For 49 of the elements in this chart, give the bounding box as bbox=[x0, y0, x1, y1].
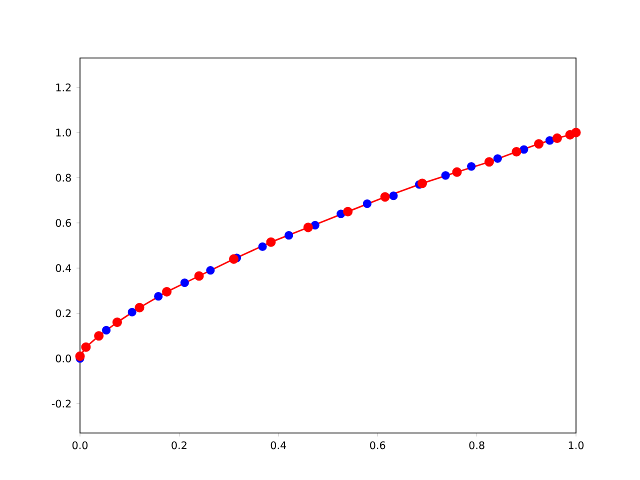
x-tick-label: 0.8 bbox=[469, 441, 484, 450]
point bbox=[343, 206, 353, 216]
point bbox=[102, 326, 111, 335]
y-tick-label: 0.8 bbox=[56, 174, 71, 182]
x-tick-label: 0.4 bbox=[270, 441, 286, 450]
point bbox=[441, 171, 450, 180]
point bbox=[162, 287, 172, 297]
point bbox=[484, 157, 494, 167]
point bbox=[258, 242, 267, 251]
point bbox=[417, 178, 428, 188]
point bbox=[467, 162, 476, 171]
point bbox=[206, 266, 215, 275]
point bbox=[493, 154, 502, 163]
point bbox=[362, 199, 372, 208]
point bbox=[128, 308, 136, 316]
point bbox=[534, 139, 544, 149]
y-tick-label: 1.0 bbox=[56, 128, 71, 136]
y-tick-label: 0.0 bbox=[56, 354, 71, 362]
y-tick-label: 1.2 bbox=[56, 84, 71, 92]
point bbox=[81, 342, 91, 352]
point bbox=[154, 292, 163, 301]
point bbox=[134, 302, 144, 312]
point bbox=[520, 145, 528, 154]
point bbox=[389, 192, 398, 200]
point bbox=[180, 278, 189, 288]
y-tick-label: 0.2 bbox=[56, 309, 71, 318]
y-tick-label: -0.2 bbox=[52, 400, 71, 408]
x-tick-label: 1.0 bbox=[568, 441, 584, 450]
point bbox=[552, 133, 562, 143]
y-tick-label: 0.6 bbox=[56, 218, 71, 227]
point bbox=[310, 220, 320, 230]
point bbox=[303, 222, 313, 232]
point bbox=[512, 146, 522, 157]
point bbox=[194, 271, 204, 281]
point bbox=[228, 254, 239, 264]
point bbox=[94, 331, 104, 341]
point bbox=[545, 136, 554, 145]
point bbox=[452, 167, 462, 177]
point bbox=[380, 192, 390, 202]
point bbox=[266, 237, 276, 247]
x-tick-label: 0.2 bbox=[172, 441, 186, 450]
point bbox=[75, 351, 85, 361]
x-tick-label: 0.6 bbox=[370, 441, 386, 450]
point bbox=[284, 231, 294, 240]
x-tick-label: 0.0 bbox=[72, 441, 88, 450]
point bbox=[336, 210, 346, 218]
point bbox=[571, 128, 581, 138]
point bbox=[112, 318, 122, 328]
y-tick-label: 0.4 bbox=[56, 264, 72, 272]
